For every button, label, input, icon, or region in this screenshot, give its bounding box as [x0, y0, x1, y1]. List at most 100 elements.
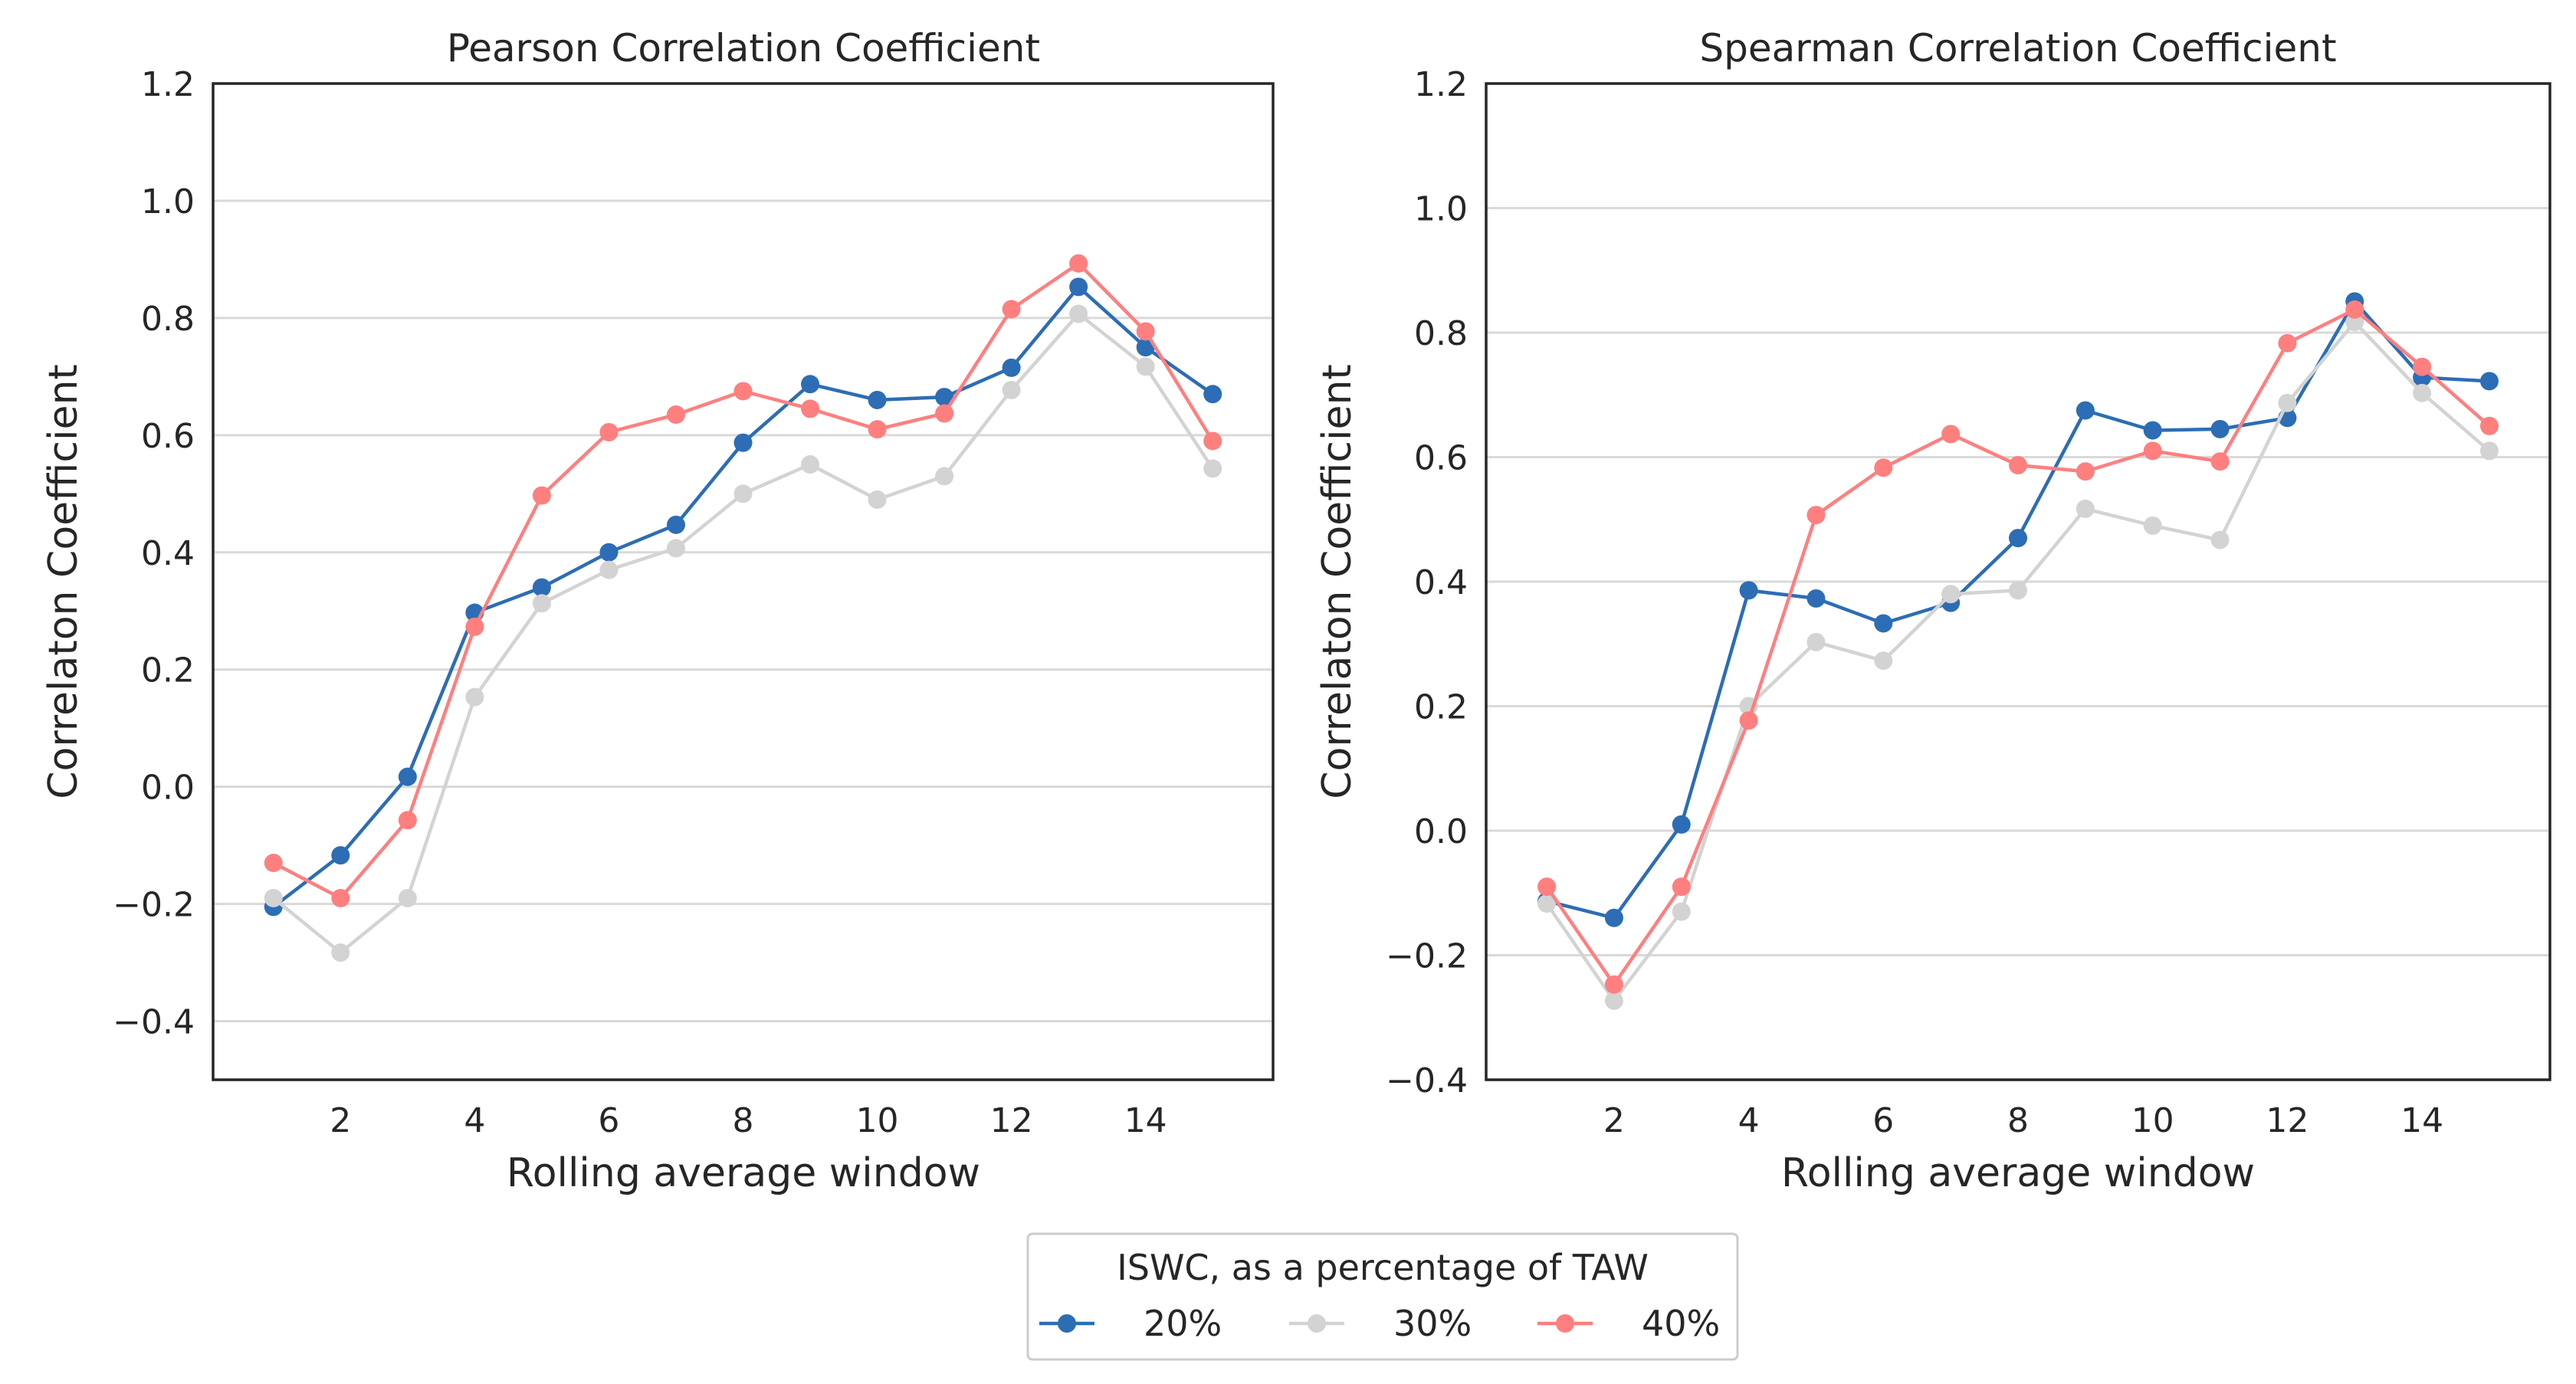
y-tick-label: −0.2 [1386, 937, 1468, 976]
y-tick-label: 0.8 [141, 300, 195, 339]
y-tick-label: −0.2 [113, 886, 195, 925]
legend-marker [1308, 1314, 1326, 1333]
data-point [1874, 458, 1893, 477]
data-point [2479, 416, 2499, 435]
data-point [2345, 300, 2364, 319]
data-point [331, 888, 350, 907]
x-tick-label: 4 [1738, 1101, 1760, 1140]
data-point [1203, 385, 1222, 404]
data-point [532, 594, 551, 613]
data-point [532, 486, 551, 505]
x-tick-label: 10 [2131, 1101, 2174, 1140]
data-point [1069, 304, 1088, 323]
data-point [1069, 254, 1088, 273]
data-point [1069, 277, 1088, 297]
x-tick-label: 12 [2266, 1101, 2309, 1140]
data-point [935, 388, 954, 407]
data-point [1002, 300, 1021, 319]
data-point [2143, 441, 2162, 461]
data-point [868, 420, 887, 439]
data-point [1806, 632, 1826, 651]
data-point [2143, 421, 2162, 440]
data-point [1136, 322, 1155, 341]
data-point [1874, 614, 1893, 633]
x-tick-label: 8 [2007, 1101, 2029, 1140]
data-point [2009, 456, 2027, 475]
data-point [1604, 908, 1623, 927]
data-point [2413, 383, 2432, 402]
x-tick-label: 4 [464, 1101, 485, 1140]
plot-frame [1485, 82, 2551, 1081]
data-point [1941, 585, 1961, 604]
data-point [2009, 529, 2027, 548]
data-point [1203, 431, 1222, 451]
data-point [1672, 815, 1691, 834]
y-axis-label: Correlaton Coefficient [1314, 364, 1360, 799]
legend: ISWC, as a percentage of TAW 20% 30% 40% [1026, 1232, 1739, 1361]
data-point [868, 390, 887, 409]
y-tick-label: 1.0 [1414, 190, 1468, 229]
x-tick-label: 6 [1872, 1101, 1894, 1140]
data-point [2413, 357, 2432, 376]
legend-marker [1556, 1314, 1574, 1333]
data-point [532, 578, 551, 597]
data-point [331, 943, 350, 963]
legend-label: 40% [1642, 1303, 1720, 1344]
data-point [733, 382, 753, 401]
data-point [1136, 338, 1155, 357]
data-point [465, 617, 484, 636]
y-tick-label: −0.4 [1386, 1061, 1468, 1100]
data-point [1537, 877, 1557, 897]
data-point [733, 433, 753, 452]
x-axis-label: Rolling average window [1781, 1150, 2255, 1196]
data-point [1672, 877, 1691, 897]
x-tick-label: 12 [990, 1101, 1033, 1140]
spearman-chart: Spearman Correlation Coefficient −0.4 −0.… [1314, 26, 2551, 1196]
data-point [599, 560, 619, 579]
data-point [1806, 506, 1826, 525]
legend-label: 20% [1144, 1303, 1222, 1344]
x-tick-label: 14 [1124, 1101, 1167, 1140]
x-axis-label: Rolling average window [507, 1150, 980, 1196]
data-point [599, 423, 619, 441]
data-point [2210, 419, 2230, 438]
data-point [398, 888, 417, 907]
data-point [2479, 441, 2499, 461]
plot-frame [212, 82, 1275, 1081]
data-point [2278, 393, 2297, 412]
data-point [666, 405, 685, 425]
data-point [331, 846, 350, 865]
y-tick-label: 0.4 [1414, 563, 1468, 602]
x-tick-label: 6 [598, 1101, 619, 1140]
series-line-40pct [272, 261, 1215, 900]
legend-marker [1058, 1314, 1076, 1333]
legend-label: 30% [1393, 1303, 1472, 1344]
series-line-30pct [1545, 320, 2491, 1003]
series-line-30pct [272, 312, 1215, 955]
y-tick-label: 1.2 [141, 65, 195, 104]
data-point [1739, 581, 1758, 600]
data-point [2076, 401, 2095, 420]
y-tick-label: 0.2 [141, 651, 195, 690]
data-point [264, 854, 283, 873]
data-point [2143, 516, 2162, 535]
data-point [1604, 991, 1623, 1010]
data-point [1739, 711, 1758, 730]
data-point [935, 467, 954, 486]
y-tick-label: 0.8 [1414, 314, 1468, 353]
data-point [465, 687, 484, 707]
chart-title: Pearson Correlation Coefficient [447, 26, 1040, 71]
data-point [1203, 459, 1222, 478]
data-point [801, 375, 820, 394]
x-tick-label: 10 [856, 1101, 899, 1140]
data-point [1002, 358, 1021, 377]
data-point [2076, 499, 2095, 518]
data-point [935, 404, 954, 423]
x-tick-label: 2 [1603, 1101, 1625, 1140]
data-point [1604, 975, 1623, 994]
data-point [733, 484, 753, 503]
data-point [2278, 333, 2297, 353]
data-point [666, 539, 685, 558]
legend-title: ISWC, as a percentage of TAW [1117, 1247, 1649, 1288]
